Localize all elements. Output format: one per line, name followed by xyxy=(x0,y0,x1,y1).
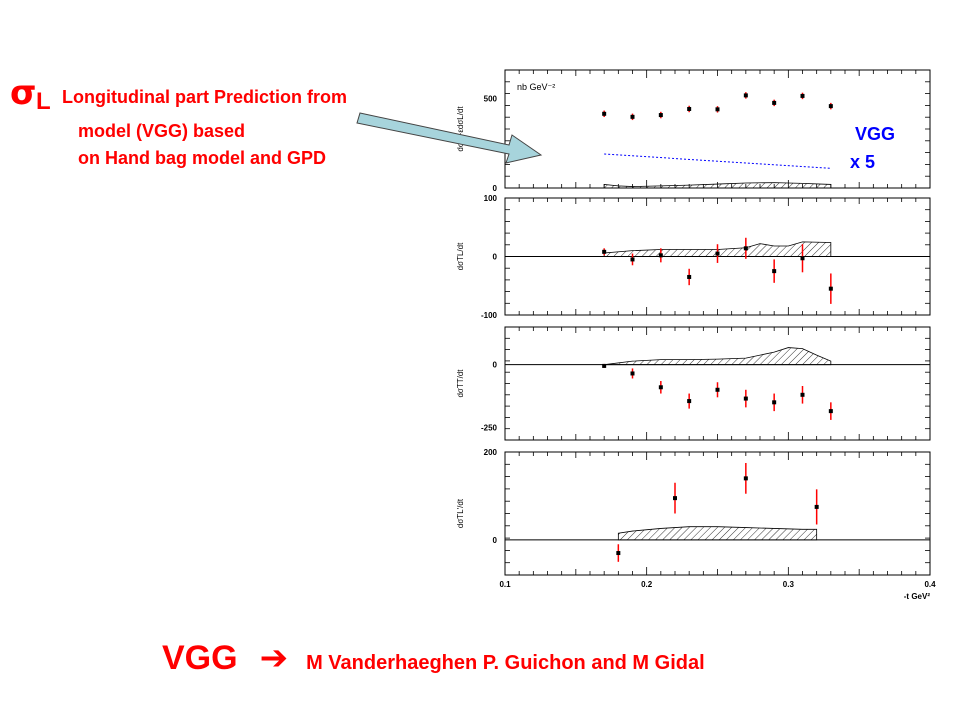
footer-authors: M Vanderhaeghen P. Guichon and M Gidal xyxy=(306,652,705,674)
y-tick-label: 500 xyxy=(484,95,498,104)
panel-3: -250 0 dσTT/dt xyxy=(456,326,931,441)
description-line-1: Longitudinal part Prediction from xyxy=(62,87,347,107)
y-tick-label: 0 xyxy=(493,536,498,545)
data-point xyxy=(602,111,607,116)
data-point xyxy=(800,256,805,261)
x-tick-label: 0.2 xyxy=(641,580,653,589)
description-line-2: model (VGG) based xyxy=(78,121,246,141)
data-point xyxy=(658,113,663,118)
data-point xyxy=(715,387,720,392)
data-point xyxy=(602,363,607,368)
y-axis-label: dσTL/dt xyxy=(456,242,465,270)
plot-frame xyxy=(504,451,931,576)
y-axis-label: dσTT/dt xyxy=(456,369,465,398)
hatched-band xyxy=(604,347,832,366)
data-point xyxy=(743,396,748,401)
vgg-scale-label: x 5 xyxy=(850,152,876,172)
data-point xyxy=(616,551,621,556)
x-tick-label: 0.3 xyxy=(783,580,795,589)
right-arrow-icon: ➔ xyxy=(259,638,289,678)
y-tick-label: 0 xyxy=(493,361,498,370)
y-tick-label: 100 xyxy=(484,194,498,203)
panel-4: 0 200 dσTL'/dt 0.1 0.2 0.3 0.4 -t GeV² xyxy=(456,448,936,601)
data-point xyxy=(828,104,833,109)
hatched-band xyxy=(603,182,832,189)
data-point xyxy=(673,496,677,501)
callout-arrow xyxy=(356,112,543,164)
data-point xyxy=(772,100,777,105)
data-point xyxy=(814,504,819,509)
y-axis-label: dσTL'/dt xyxy=(456,498,465,528)
description-line-3: on Hand bag model and GPD xyxy=(78,148,327,168)
hatched-band xyxy=(617,526,818,541)
data-point xyxy=(743,476,748,481)
y-tick-label: -100 xyxy=(481,311,498,320)
footer-vgg: VGG xyxy=(162,639,238,677)
data-point xyxy=(800,392,805,397)
data-point xyxy=(630,257,635,262)
vgg-label: VGG xyxy=(855,124,896,144)
data-point xyxy=(715,251,720,256)
sigma-subscript: L xyxy=(36,88,51,115)
data-point xyxy=(602,249,607,254)
data-point xyxy=(687,399,692,404)
panel-2: -100 0 100 dσTL/dt xyxy=(456,194,931,320)
y-tick-label: 0 xyxy=(493,184,498,193)
vgg-model-curve xyxy=(604,153,831,169)
data-point xyxy=(743,93,748,98)
data-point xyxy=(658,385,663,390)
data-point xyxy=(828,409,833,414)
plot-frame xyxy=(504,69,931,189)
footer: VGG ➔ M Vanderhaeghen P. Guichon and M Gid… xyxy=(162,638,705,678)
data-point xyxy=(828,286,833,291)
data-point xyxy=(630,114,635,119)
data-point xyxy=(658,253,663,258)
y-axis-label: dσT+εdσL/dt xyxy=(456,106,465,152)
data-point xyxy=(772,269,777,274)
data-point xyxy=(772,400,777,405)
panel-1: 0 500 dσT+εdσL/dt nb GeV⁻² xyxy=(456,69,931,193)
y-tick-label: 200 xyxy=(484,448,498,457)
y-tick-label: -250 xyxy=(481,423,498,432)
sigma-symbol: σ xyxy=(10,73,37,113)
x-tick-label: 0.1 xyxy=(499,580,511,589)
unit-note: nb GeV⁻² xyxy=(517,82,555,92)
x-tick-label: 0.4 xyxy=(924,580,936,589)
data-point xyxy=(687,274,692,279)
data-point xyxy=(687,106,692,111)
y-tick-label: 0 xyxy=(493,253,498,262)
data-point xyxy=(715,107,720,112)
data-point xyxy=(630,371,635,376)
x-axis-label: -t GeV² xyxy=(904,592,931,601)
data-point xyxy=(743,246,748,251)
data-point xyxy=(800,93,805,98)
